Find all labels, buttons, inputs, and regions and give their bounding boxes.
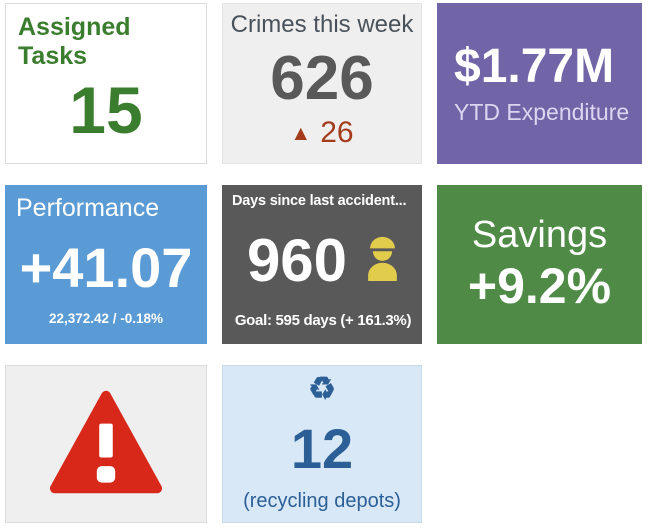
- crimes-delta: ▲ 26: [290, 118, 353, 148]
- crimes-value: 626: [270, 44, 374, 113]
- accident-value: 960: [246, 227, 348, 294]
- expenditure-label: YTD Expenditure: [454, 98, 630, 125]
- warning-triangle-icon: [48, 386, 164, 503]
- savings-value: +9.2%: [467, 257, 612, 314]
- performance-detail: 22,372.42 / -0.18%: [48, 311, 164, 326]
- crimes-delta-value: 26: [320, 116, 354, 149]
- tile-recycling-depots: ♻ 12 (recycling depots): [222, 365, 422, 523]
- up-triangle-icon: ▲: [290, 121, 312, 145]
- accident-value-row: 960: [232, 209, 414, 312]
- tile-days-since-accident: Days since last accident... 960 Goal: 59…: [222, 185, 422, 344]
- recycle-icon: ♻: [308, 371, 336, 406]
- crimes-title: Crimes this week: [230, 11, 414, 38]
- tile-performance: Performance +41.07 22,372.42 / -0.18%: [5, 185, 207, 344]
- performance-value: +41.07: [19, 235, 193, 299]
- performance-title: Performance: [16, 194, 160, 222]
- assigned-tasks-title: Assigned Tasks: [18, 13, 131, 70]
- empty-cell: [437, 365, 642, 523]
- assigned-tasks-value: 15: [69, 73, 143, 147]
- tile-ytd-expenditure: $1.77M YTD Expenditure: [437, 3, 642, 164]
- person-icon: [366, 235, 399, 286]
- tile-crimes-this-week: Crimes this week 626 ▲ 26: [222, 3, 422, 164]
- recycling-label: (recycling depots): [243, 490, 401, 512]
- accident-goal: Goal: 595 days (+ 161.3%): [234, 312, 412, 329]
- tile-warning: [5, 365, 207, 523]
- tile-assigned-tasks: Assigned Tasks 15: [5, 3, 207, 164]
- recycling-value: 12: [290, 416, 354, 480]
- accident-title: Days since last accident...: [232, 193, 407, 209]
- tile-savings: Savings +9.2%: [437, 185, 642, 344]
- savings-title: Savings: [471, 213, 608, 256]
- expenditure-value: $1.77M: [454, 40, 615, 94]
